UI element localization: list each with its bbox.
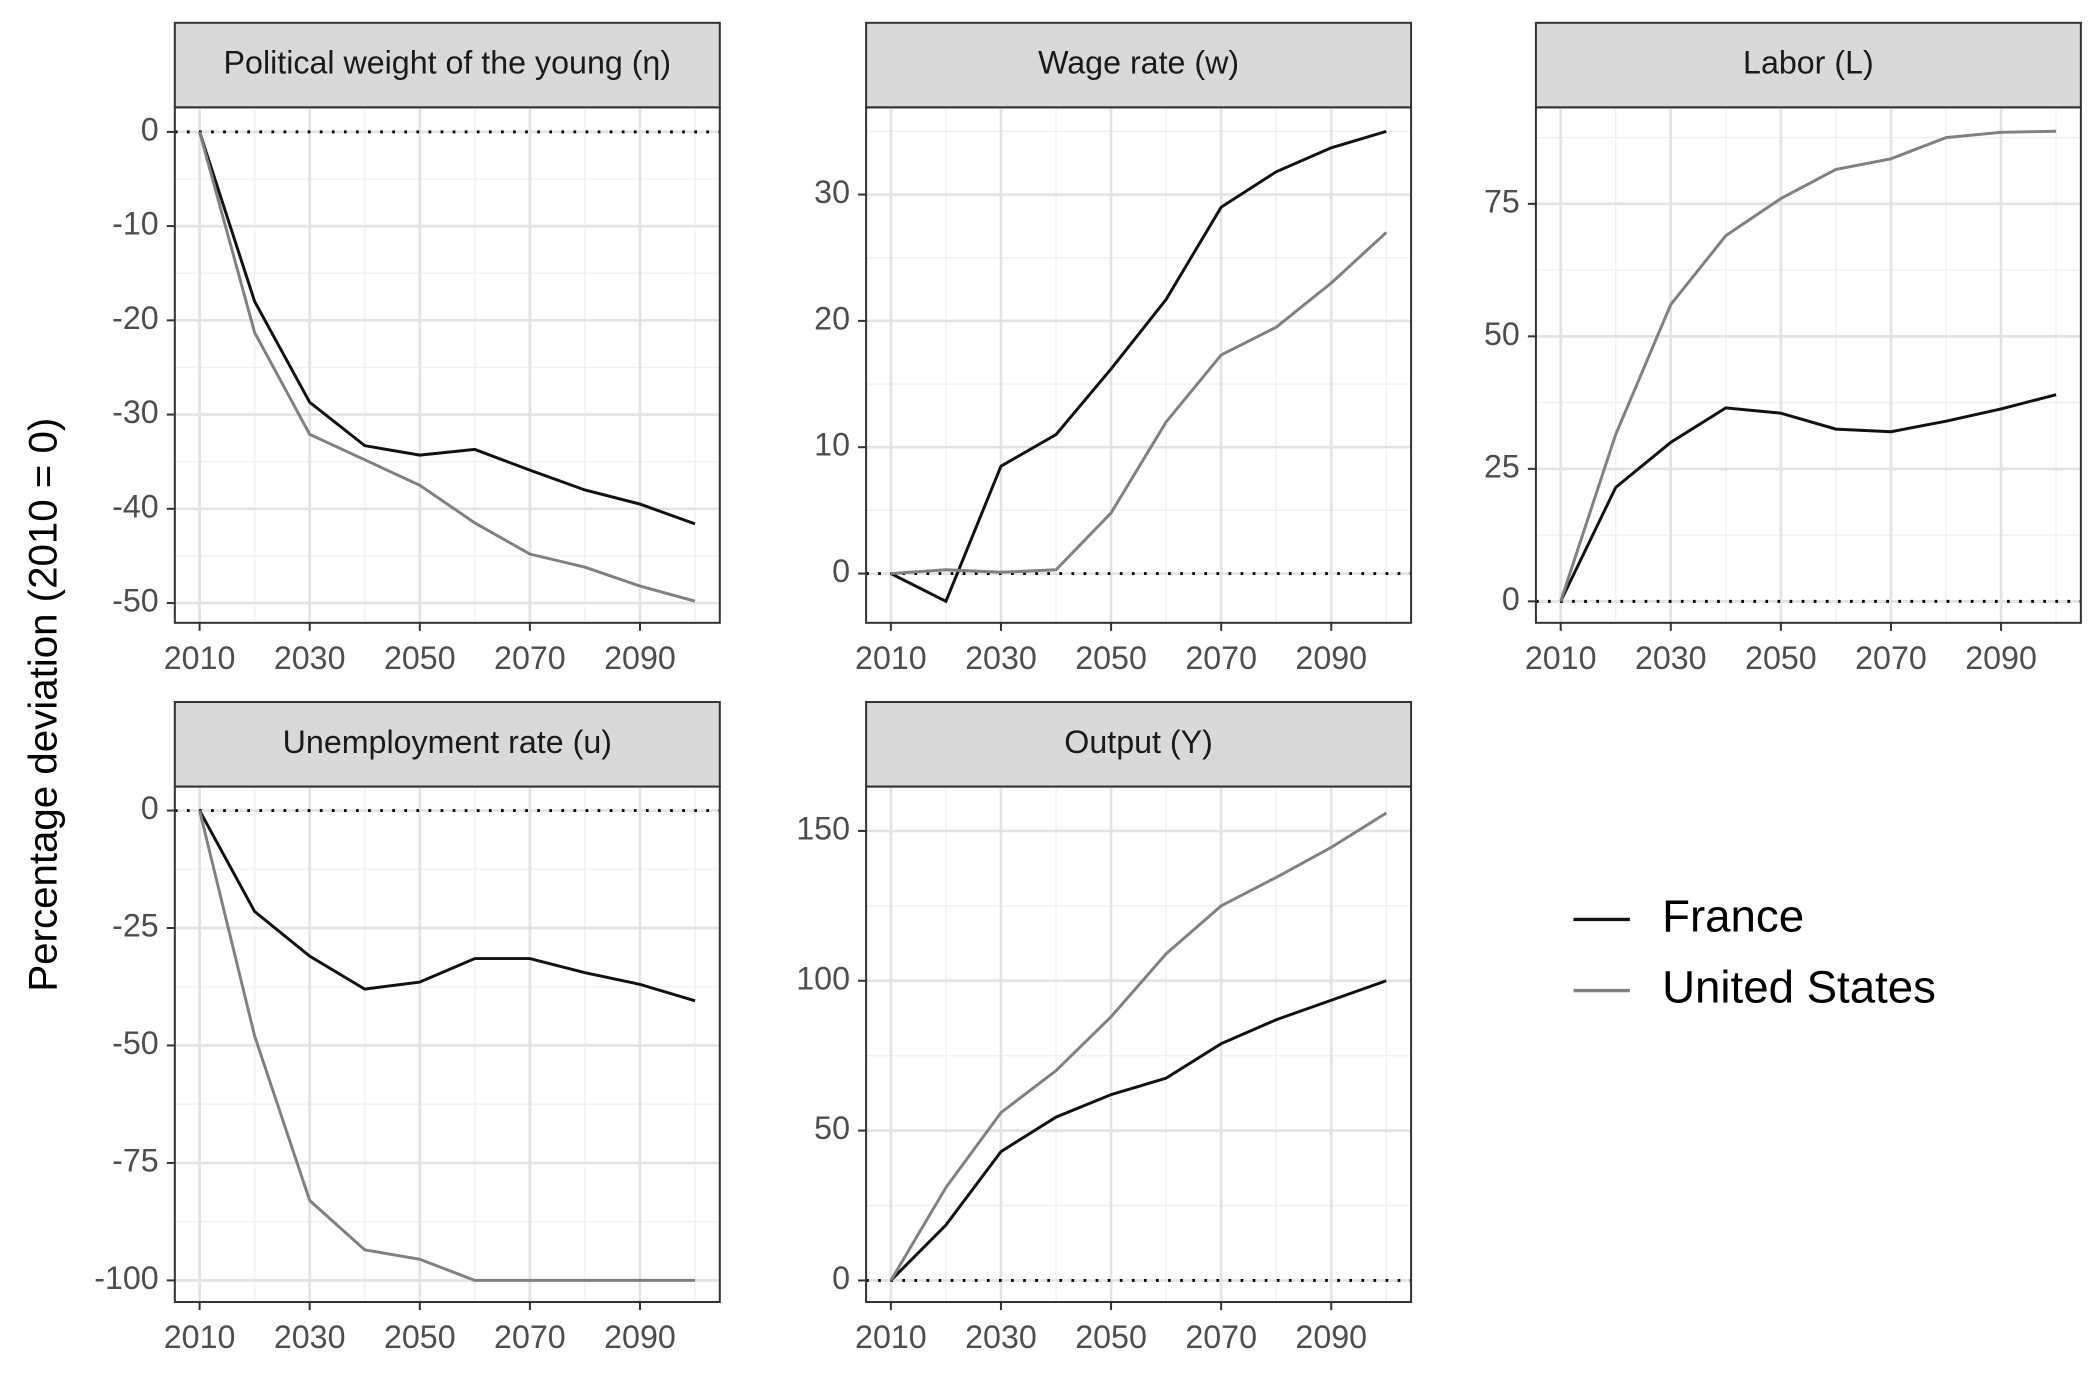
y-tick-label: 0 <box>141 111 159 147</box>
x-tick-label: 2010 <box>164 1319 236 1355</box>
panel-border <box>1534 106 2082 624</box>
strip <box>1534 21 2082 109</box>
x-tick-label: 2070 <box>494 1319 566 1355</box>
x-tick-label: 2090 <box>1295 640 1367 676</box>
panel-border <box>173 785 721 1304</box>
series-line <box>198 131 696 603</box>
x-tick-label: 2070 <box>1185 640 1257 676</box>
x-tick-label: 2010 <box>1525 640 1597 676</box>
y-tick-label: -50 <box>112 583 159 619</box>
series-line <box>889 979 1387 1282</box>
y-tick-label: -30 <box>112 394 159 430</box>
y-tick-label: 10 <box>814 427 850 463</box>
x-tick-label: 2050 <box>384 640 456 676</box>
y-tick-label: 30 <box>814 174 850 210</box>
x-tick-label: 2090 <box>1965 640 2037 676</box>
legend: France United States <box>1573 891 1936 1013</box>
series-line <box>890 231 1388 576</box>
x-tick-label: 2030 <box>1635 640 1707 676</box>
panel-title: Political weight of the young (η) <box>224 45 672 81</box>
panel-border <box>865 785 1413 1304</box>
panel-title: Wage rate (w) <box>1038 45 1239 81</box>
series-line <box>198 809 696 1003</box>
y-tick-label: 50 <box>814 1110 850 1146</box>
x-tick-label: 2090 <box>604 640 676 676</box>
series-line <box>198 131 696 526</box>
y-tick-label: 20 <box>814 300 850 336</box>
series-line <box>198 810 696 1282</box>
panel-title: Unemployment rate (u) <box>283 724 612 760</box>
y-tick-label: 75 <box>1484 183 1520 219</box>
series-line <box>890 129 1387 604</box>
panel: Output (Y) 2010 2030 2050 2070 2090 0 50 100 150 <box>796 701 1413 1355</box>
y-tick-label: -25 <box>112 908 159 944</box>
y-tick-label: 50 <box>1484 316 1520 352</box>
panel-title: Output (Y) <box>1064 724 1213 760</box>
y-tick-label: 0 <box>832 1260 850 1296</box>
x-tick-label: 2070 <box>1855 640 1927 676</box>
panel-title: Labor (L) <box>1743 45 1874 81</box>
y-tick-label: -100 <box>94 1260 158 1296</box>
panel-border <box>173 106 721 624</box>
x-tick-label: 2010 <box>855 640 927 676</box>
x-tick-label: 2090 <box>1295 1319 1367 1355</box>
panel-border <box>865 106 1413 624</box>
y-tick-label: -10 <box>112 206 159 242</box>
x-tick-label: 2070 <box>1185 1319 1257 1355</box>
legend-label: France <box>1662 891 1804 942</box>
x-tick-label: 2050 <box>1075 640 1147 676</box>
x-tick-label: 2030 <box>965 1319 1037 1355</box>
x-tick-label: 2050 <box>1745 640 1817 676</box>
y-tick-label: -40 <box>112 488 159 524</box>
x-tick-label: 2050 <box>1075 1319 1147 1355</box>
y-tick-label: 0 <box>1502 581 1520 617</box>
series-line <box>1559 129 2057 602</box>
strip <box>865 21 1413 109</box>
x-tick-label: 2090 <box>604 1319 676 1355</box>
y-tick-label: -75 <box>112 1142 159 1178</box>
x-tick-label: 2030 <box>274 640 346 676</box>
legend-label: United States <box>1662 962 1936 1013</box>
y-tick-label: 25 <box>1484 448 1520 484</box>
y-tick-label: 150 <box>796 810 850 846</box>
x-tick-label: 2050 <box>384 1319 456 1355</box>
series-line <box>1559 393 2057 602</box>
x-tick-label: 2070 <box>494 640 566 676</box>
y-tick-label: -20 <box>112 300 159 336</box>
strip <box>173 21 721 109</box>
x-tick-label: 2030 <box>965 640 1037 676</box>
x-tick-label: 2010 <box>855 1319 927 1355</box>
y-tick-label: 0 <box>141 790 159 826</box>
panel: Unemployment rate (u) 2010 2030 2050 2070 209… <box>94 701 721 1355</box>
series-line <box>889 811 1388 1282</box>
y-tick-label: 0 <box>832 553 850 589</box>
y-axis-label: Percentage deviation (2010 = 0) <box>21 418 66 992</box>
y-tick-label: -50 <box>112 1025 159 1061</box>
x-tick-label: 2010 <box>164 640 236 676</box>
y-tick-label: 100 <box>796 960 850 996</box>
panel: Labor (L) 2010 2030 2050 2070 2090 0 25 50 75 <box>1484 21 2082 676</box>
x-tick-label: 2030 <box>274 1319 346 1355</box>
panel: Political weight of the young (η) 2010 203… <box>112 21 721 676</box>
